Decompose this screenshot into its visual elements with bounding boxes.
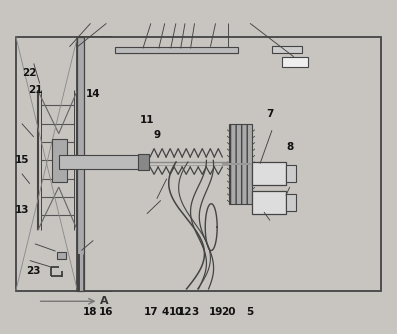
Text: 13: 13 xyxy=(15,205,29,215)
Bar xyxy=(59,155,140,169)
Bar xyxy=(115,47,238,53)
Text: 6: 6 xyxy=(268,199,276,209)
Text: 22: 22 xyxy=(23,68,37,78)
Text: A: A xyxy=(100,296,109,306)
Bar xyxy=(57,252,66,259)
Text: 15: 15 xyxy=(15,155,29,165)
Bar xyxy=(252,191,286,214)
Bar xyxy=(286,194,296,211)
Text: 16: 16 xyxy=(99,307,114,317)
Bar xyxy=(52,139,67,182)
Text: 11: 11 xyxy=(140,115,154,125)
Bar xyxy=(272,46,302,53)
Bar xyxy=(16,37,111,291)
Text: 17: 17 xyxy=(144,307,158,317)
Bar xyxy=(282,57,308,67)
Text: 14: 14 xyxy=(86,89,100,99)
Bar xyxy=(77,37,381,291)
Text: 4: 4 xyxy=(161,307,168,317)
Bar xyxy=(286,165,296,182)
Bar xyxy=(77,37,84,291)
Text: 10: 10 xyxy=(169,307,183,317)
Bar xyxy=(138,154,149,170)
Text: 18: 18 xyxy=(83,307,98,317)
Bar xyxy=(252,162,286,185)
Text: 23: 23 xyxy=(27,266,41,276)
Text: 8: 8 xyxy=(286,142,293,152)
Bar xyxy=(229,124,252,204)
Text: 12: 12 xyxy=(178,307,192,317)
Text: 7: 7 xyxy=(266,109,274,119)
Text: 19: 19 xyxy=(208,307,223,317)
Text: 3: 3 xyxy=(191,307,198,317)
Text: 21: 21 xyxy=(28,85,42,95)
Text: 5: 5 xyxy=(247,307,254,317)
Text: 20: 20 xyxy=(221,307,235,317)
Text: 9: 9 xyxy=(153,130,160,140)
